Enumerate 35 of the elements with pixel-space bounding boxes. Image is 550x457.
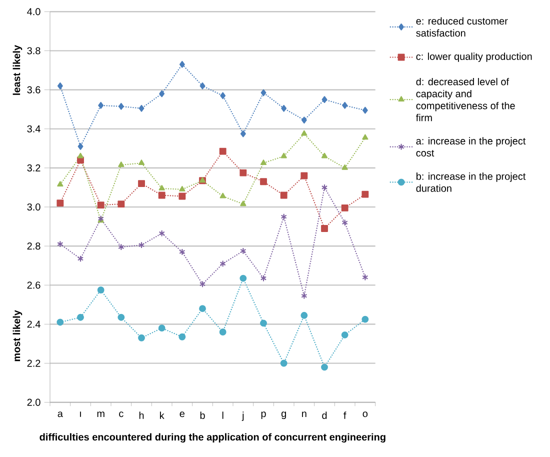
x-tick-label: d xyxy=(322,412,327,419)
x-tick-label: h xyxy=(139,412,144,419)
y-tick-label: 3.2 xyxy=(27,164,40,172)
y-tick-label: 3.6 xyxy=(27,86,40,94)
x-tick-label: b xyxy=(200,412,205,419)
x-tick-label: f xyxy=(344,412,346,419)
x-tick-label: m xyxy=(97,412,104,417)
y-tick-label: 2.8 xyxy=(27,242,40,250)
y-tick-label: 2.0 xyxy=(27,398,40,406)
x-tick-label: j xyxy=(242,412,244,421)
x-axis-title: difficulties encountered during the application of concurrent engineering xyxy=(40,433,386,443)
x-tick-label: a xyxy=(58,412,63,418)
y-tick-label: 2.4 xyxy=(27,320,40,328)
x-tick-label: l xyxy=(222,412,224,419)
y-tick-label: 3.4 xyxy=(27,125,40,132)
x-tick-label: g xyxy=(281,412,286,420)
x-tick-label: ı xyxy=(80,412,81,417)
legend-label: d: decreased level of capacity and competitiveness of the firm xyxy=(416,78,515,122)
x-tick-label: e xyxy=(180,412,185,418)
y-tick-label: 4.0 xyxy=(27,8,40,16)
y-tick-label: 3.8 xyxy=(27,47,40,54)
x-tick-label: n xyxy=(302,412,306,417)
x-tick-label: o xyxy=(362,412,368,418)
x-tick-label: p xyxy=(261,412,266,420)
y-tick-label: 2.2 xyxy=(27,360,40,367)
legend-label: b: increase in the project duration xyxy=(416,172,526,192)
legend-label: c: lower quality production xyxy=(416,52,532,62)
text: most likely xyxy=(12,310,22,362)
x-tick-label: c xyxy=(119,412,124,418)
y-tick-label: 2.6 xyxy=(27,282,40,289)
y-tick-label: 3.0 xyxy=(27,203,40,211)
x-tick-label: k xyxy=(160,412,164,419)
text: least likely xyxy=(12,45,22,95)
legend-label: a: increase in the project cost xyxy=(416,137,526,157)
legend-label: e: reduced customer satisfaction xyxy=(416,17,508,37)
